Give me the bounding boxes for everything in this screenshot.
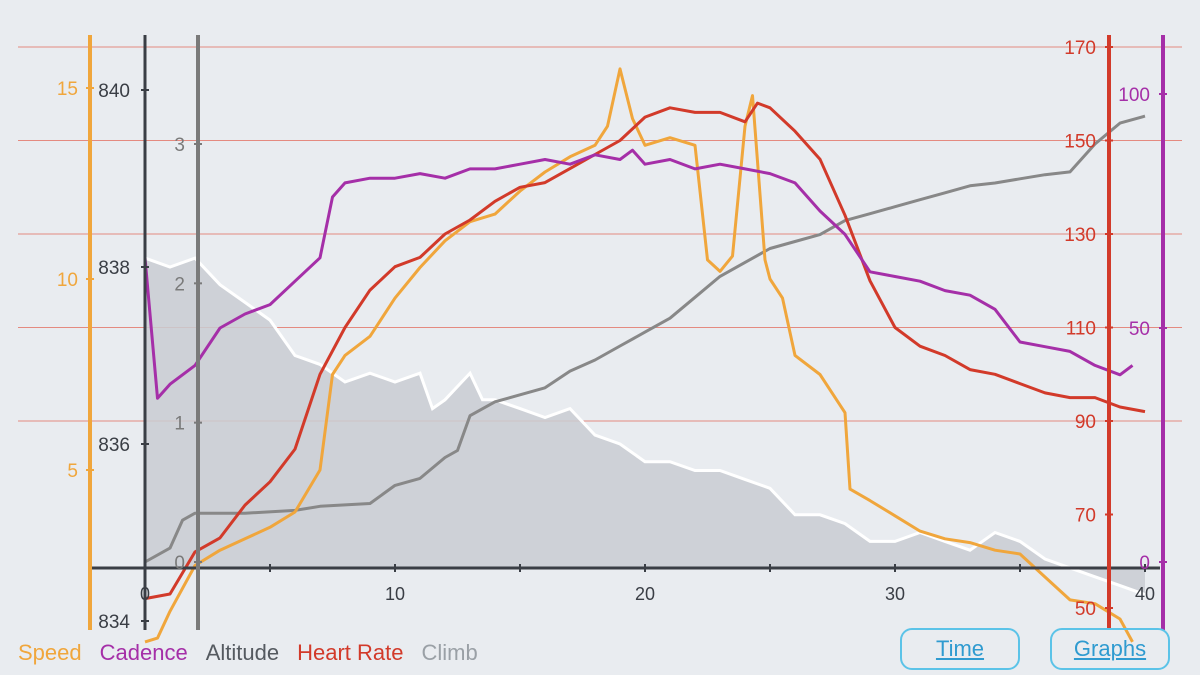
speed-tick-label-5: 5 bbox=[67, 461, 78, 482]
legend-altitude: Altitude bbox=[205, 640, 280, 665]
climb-tick-label-1: 1 bbox=[174, 414, 185, 435]
speed-line bbox=[144, 67, 1134, 644]
heart-rate-tick-label-130: 130 bbox=[1064, 225, 1096, 246]
heart-rate-tick-label-70: 70 bbox=[1075, 506, 1096, 527]
climb-line bbox=[144, 114, 1146, 564]
altitude-tick-label-836: 836 bbox=[98, 435, 130, 456]
heart-rate-tick-label-50: 50 bbox=[1075, 599, 1096, 620]
legend-cadence: Cadence bbox=[99, 640, 188, 665]
speed-tick-label-15: 15 bbox=[57, 79, 78, 100]
heart-rate-tick-label-110: 110 bbox=[1066, 319, 1096, 340]
speed-tick-label-10: 10 bbox=[57, 270, 78, 291]
altitude-tick-label-834: 834 bbox=[98, 612, 130, 633]
cadence-tick-label-0: 0 bbox=[1139, 553, 1150, 574]
altitude-tick-label-840: 840 bbox=[98, 81, 130, 102]
cadence-line bbox=[143, 148, 1134, 400]
legend-climb: Climb bbox=[421, 640, 478, 665]
x-tick-label-20: 20 bbox=[635, 584, 655, 604]
heart-rate-line bbox=[144, 101, 1146, 601]
heart-rate-tick-label-170: 170 bbox=[1064, 38, 1096, 59]
heart-rate-tick-label-90: 90 bbox=[1075, 412, 1096, 433]
climb-tick-label-3: 3 bbox=[174, 135, 185, 156]
climb-tick-label-0: 0 bbox=[174, 553, 185, 574]
heart-rate-tick-label-150: 150 bbox=[1064, 132, 1096, 153]
graphs-button[interactable]: Graphs bbox=[1050, 628, 1170, 670]
altitude-tick-label-838: 838 bbox=[98, 258, 130, 279]
altitude-area bbox=[145, 258, 1145, 595]
time-button[interactable]: Time bbox=[900, 628, 1020, 670]
altitude-line bbox=[144, 256, 1146, 596]
x-tick-label-40: 40 bbox=[1135, 584, 1155, 604]
cadence-tick-label-100: 100 bbox=[1118, 85, 1150, 106]
cadence-tick-label-50: 50 bbox=[1129, 319, 1150, 340]
x-tick-label-30: 30 bbox=[885, 584, 905, 604]
legend-speed: Speed bbox=[18, 640, 82, 665]
legend: Speed Cadence Altitude Heart Rate Climb bbox=[18, 640, 478, 666]
x-tick-label-10: 10 bbox=[385, 584, 405, 604]
climb-tick-label-2: 2 bbox=[174, 274, 185, 295]
legend-heart-rate: Heart Rate bbox=[297, 640, 404, 665]
